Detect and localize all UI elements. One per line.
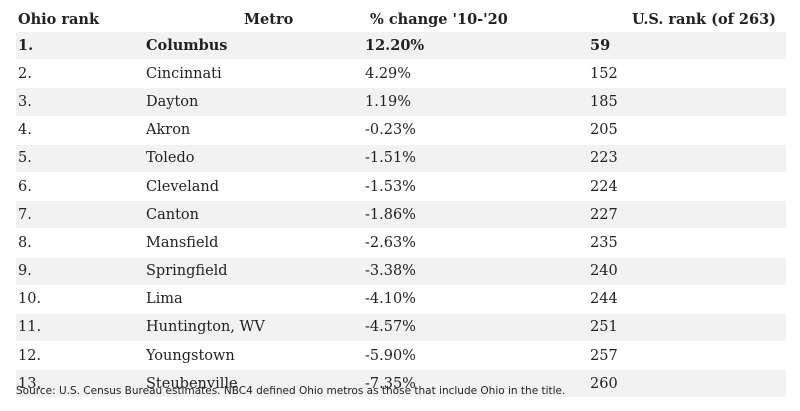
cell-ohio-rank: 8. [18, 234, 32, 251]
cell-ohio-rank: 9. [18, 263, 32, 280]
cell-ohio-rank: 10. [18, 291, 42, 308]
cell-metro: Youngstown [146, 347, 235, 364]
cell-metro: Columbus [146, 37, 228, 55]
header-metro: Metro [244, 10, 294, 28]
cell-metro: Huntington, WV [146, 319, 265, 336]
table-row: 11. Huntington, WV -4.57% 251 [16, 313, 786, 343]
source-note: Source: U.S. Census Bureau estimates. NB… [16, 385, 566, 397]
cell-ohio-rank: 5. [18, 150, 32, 167]
table-row: 8. Mansfield -2.63% 235 [16, 229, 786, 258]
cell-ohio-rank: 3. [18, 93, 32, 110]
table-row: 10. Lima -4.10% 244 [16, 286, 786, 314]
cell-us-rank: 240 [590, 263, 618, 280]
cell-us-rank: 185 [590, 93, 618, 110]
table-row: 4. Akron -0.23% 205 [16, 117, 786, 145]
cell-percent-change: -3.38% [365, 263, 416, 280]
header-us-rank: U.S. rank (of 263) [632, 10, 777, 28]
cell-percent-change: 1.19% [365, 93, 412, 110]
cell-percent-change: -7.35% [365, 375, 416, 392]
table-row: 3. Dayton 1.19% 185 [16, 88, 786, 117]
cell-metro: Akron [146, 122, 191, 139]
cell-ohio-rank: 6. [18, 178, 32, 195]
cell-us-rank: 223 [590, 150, 618, 167]
table-row: 9. Springfield -3.38% 240 [16, 257, 786, 286]
cell-metro: Cincinnati [146, 65, 222, 82]
cell-percent-change: -5.90% [365, 347, 416, 364]
cell-metro: Springfield [146, 263, 228, 280]
table-body: 1. Columbus 12.20% 59 2. Cincinnati 4.29% 152 3.… [16, 32, 786, 399]
cell-ohio-rank: 13. [18, 375, 42, 392]
cell-metro: Canton [146, 206, 199, 223]
cell-us-rank: 251 [590, 319, 618, 336]
cell-percent-change: -2.63% [365, 234, 416, 251]
cell-percent-change: -4.57% [365, 319, 416, 336]
cell-us-rank: 224 [590, 178, 618, 195]
metro-population-table: Ohio rank Metro % change '10-'20 U.S. ra… [16, 6, 786, 399]
cell-us-rank: 205 [590, 122, 618, 139]
header-ohio-rank: Ohio rank [18, 10, 100, 28]
table-row: 2. Cincinnati 4.29% 152 [16, 60, 786, 89]
cell-percent-change: 12.20% [365, 37, 425, 55]
table-row: 5. Toledo -1.51% 223 [16, 144, 786, 173]
table-row: 6. Cleveland -1.53% 224 [16, 173, 786, 202]
cell-ohio-rank: 4. [18, 122, 32, 139]
cell-ohio-rank: 2. [18, 65, 32, 82]
cell-us-rank: 227 [590, 206, 618, 223]
cell-us-rank: 257 [590, 347, 618, 364]
cell-ohio-rank: 11. [18, 319, 42, 336]
table-row: 13. Steubenville -7.35% 260 [16, 370, 786, 399]
cell-metro: Dayton [146, 93, 199, 110]
cell-percent-change: 4.29% [365, 65, 412, 82]
table-row: 7. Canton -1.86% 227 [16, 201, 786, 230]
cell-ohio-rank: 1. [18, 37, 34, 55]
cell-percent-change: -1.86% [365, 206, 416, 223]
header-percent-change: % change '10-'20 [370, 10, 508, 28]
cell-us-rank: 152 [590, 65, 618, 82]
cell-percent-change: -0.23% [365, 122, 416, 139]
cell-metro: Lima [146, 291, 183, 308]
cell-percent-change: -1.51% [365, 150, 416, 167]
cell-percent-change: -4.10% [365, 291, 416, 308]
table-header: Ohio rank Metro % change '10-'20 U.S. ra… [16, 6, 786, 32]
cell-us-rank: 235 [590, 234, 618, 251]
table-row: 12. Youngstown -5.90% 257 [16, 342, 786, 371]
cell-metro: Steubenville [146, 375, 238, 392]
cell-metro: Mansfield [146, 234, 219, 251]
cell-ohio-rank: 7. [18, 206, 32, 223]
cell-us-rank: 244 [590, 291, 618, 308]
cell-metro: Toledo [146, 150, 195, 167]
cell-metro: Cleveland [146, 178, 219, 195]
cell-us-rank: 59 [590, 37, 611, 55]
cell-percent-change: -1.53% [365, 178, 416, 195]
cell-ohio-rank: 12. [18, 347, 42, 364]
cell-us-rank: 260 [590, 375, 618, 392]
table-row: 1. Columbus 12.20% 59 [16, 32, 786, 61]
